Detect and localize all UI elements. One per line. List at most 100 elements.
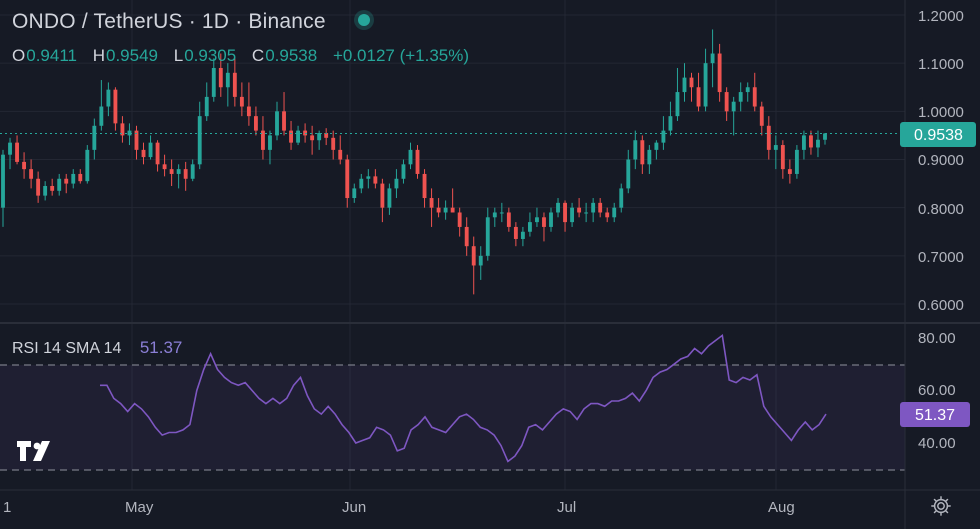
candle-body [773,145,778,150]
candle-body [162,164,167,170]
candle-body [218,67,223,88]
candle-body [801,135,806,150]
candle-body [366,176,371,179]
candle-body [1,154,5,208]
candle-body [78,173,83,182]
candle-body [239,96,244,107]
candle-body [478,255,483,266]
candle-body [640,140,645,165]
candle-body [633,140,638,160]
candle-body [29,169,34,179]
rsi-title: RSI 14 SMA 14 [12,340,122,357]
time-label: 1 [3,499,11,516]
last-price-badge [900,122,976,147]
candle-body [282,111,286,131]
candle-body [71,173,76,184]
price-tick: 0.9000 [918,152,964,169]
candle-body [549,212,553,227]
candle-body [520,231,525,239]
candle-body [64,178,69,184]
price-tick: 1.1000 [918,56,964,73]
candle-body [380,183,385,208]
candle-body [647,149,652,165]
candle-body [794,149,799,174]
symbol-title: ONDO / TetherUS · 1D · Binance [12,10,326,33]
candle-body [584,212,589,214]
candle-body [183,169,188,179]
candle-body [591,202,596,213]
candle-body [415,149,420,174]
candle-body [387,188,392,208]
candle-body [99,106,104,126]
candle-body [169,169,174,174]
candle-body [731,101,736,112]
price-tick: 0.7000 [918,249,964,266]
candle-body [106,89,111,107]
candle-body [296,130,301,143]
candle-body [816,139,820,148]
time-label: May [125,499,154,516]
candle-body [752,87,757,107]
time-label: Aug [768,499,795,516]
close-label: C [251,46,265,65]
rsi-legend[interactable]: RSI 14 SMA 14 51.37 [12,338,182,358]
last-price-label: 0.9538 [914,127,963,144]
candle-body [268,135,272,150]
gear-icon[interactable] [930,495,952,517]
candle-body [724,92,729,112]
price-tick: 1.0000 [918,104,964,121]
candle-body [289,130,293,143]
candle-body [253,116,258,131]
candle-body [570,207,575,223]
candle-body [204,96,209,117]
chart-title[interactable]: ONDO / TetherUS · 1D · Binance [12,10,370,34]
candle-body [780,145,785,170]
candle-body [436,207,441,213]
candles [1,29,827,295]
rsi-legend-value: 51.37 [139,338,183,357]
candle-body [499,212,504,214]
candle-body [127,130,132,136]
rsi-axis[interactable]: 80.00 60.00 40.00 51.37 [900,330,970,452]
candle-body [429,198,434,208]
high-value: 0.9549 [105,46,158,65]
candle-body [556,202,560,213]
candle-body [626,159,631,189]
candle-body [310,135,315,141]
price-axis[interactable]: 1.2000 1.1000 1.0000 0.9000 0.8000 0.700… [900,8,976,314]
close-value: 0.9538 [265,46,318,65]
candle-body [345,159,350,199]
rsi-value-label: 51.37 [915,407,955,424]
candle-body [50,185,55,191]
candle-body [535,217,539,223]
candle-body [689,77,694,88]
candle-body [176,169,181,174]
rsi-tick: 60.00 [918,382,956,399]
candle-body [605,212,610,218]
candle-body [619,188,624,208]
candle-body [352,188,357,199]
candle-body [710,53,715,64]
candle-body [15,142,19,162]
candle-body [211,67,216,97]
candle-body [577,207,582,213]
tradingview-logo-icon[interactable] [16,437,56,465]
time-label: Jul [557,499,576,516]
candle-body [527,222,532,232]
candle-body [766,125,771,150]
time-axis[interactable]: 1 May Jun Jul Aug [3,499,795,516]
candle-body [36,178,41,196]
candle-body [513,226,518,239]
candle-body [654,142,659,150]
low-value: 0.9305 [184,46,237,65]
candle-body [471,246,476,266]
candle-body [373,176,378,184]
candle-body [464,226,469,247]
candle-body [422,173,427,199]
candle-body [759,106,764,126]
candle-body [43,185,48,196]
candle-body [598,202,603,213]
candle-body [443,207,448,213]
candle-body [401,164,406,179]
